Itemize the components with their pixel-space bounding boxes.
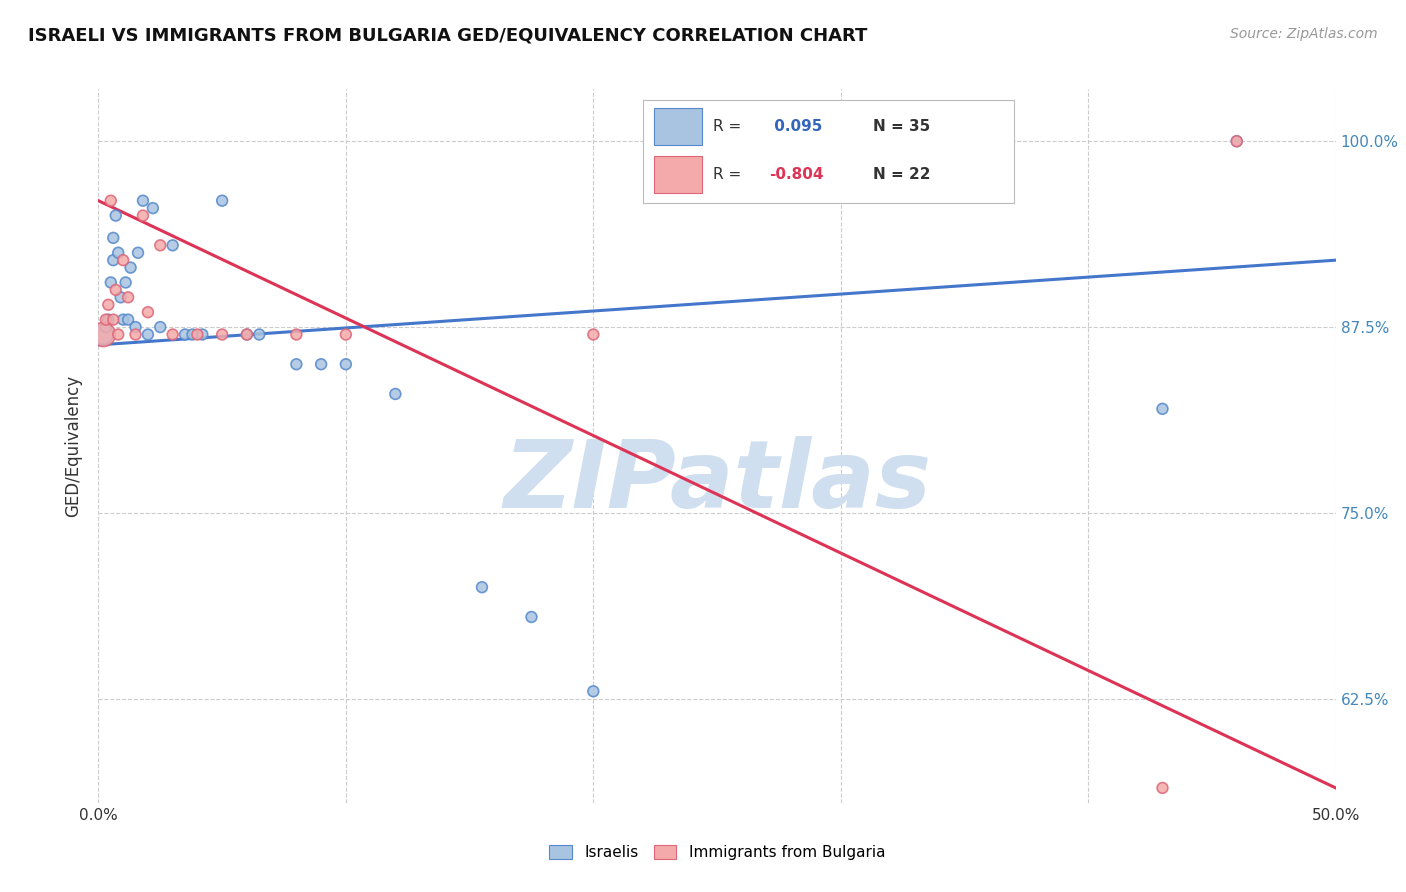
Text: ISRAELI VS IMMIGRANTS FROM BULGARIA GED/EQUIVALENCY CORRELATION CHART: ISRAELI VS IMMIGRANTS FROM BULGARIA GED/…	[28, 27, 868, 45]
Point	[136, 327, 159, 342]
Point	[94, 320, 117, 334]
Point	[211, 327, 233, 342]
Point	[236, 327, 259, 342]
Point	[285, 357, 308, 371]
Point	[471, 580, 494, 594]
Point	[186, 327, 208, 342]
Point	[93, 327, 115, 342]
Point	[236, 327, 259, 342]
Point	[103, 312, 125, 326]
Point	[181, 327, 204, 342]
Point	[120, 260, 142, 275]
Point	[309, 357, 332, 371]
Point	[132, 194, 155, 208]
Y-axis label: GED/Equivalency: GED/Equivalency	[65, 375, 83, 517]
Point	[142, 201, 165, 215]
Point	[335, 357, 357, 371]
Point	[107, 245, 129, 260]
Point	[582, 684, 605, 698]
Point	[191, 327, 214, 342]
Text: ZIPatlas: ZIPatlas	[503, 435, 931, 528]
Point	[520, 610, 543, 624]
Point	[127, 245, 149, 260]
Point	[247, 327, 270, 342]
Point	[97, 298, 120, 312]
Point	[1152, 780, 1174, 795]
Point	[112, 312, 135, 326]
Point	[112, 253, 135, 268]
Point	[174, 327, 197, 342]
Point	[103, 253, 125, 268]
Point	[117, 312, 139, 326]
Point	[110, 290, 132, 304]
Point	[97, 312, 120, 326]
Point	[335, 327, 357, 342]
Point	[132, 209, 155, 223]
Point	[149, 320, 172, 334]
Legend: Israelis, Immigrants from Bulgaria: Israelis, Immigrants from Bulgaria	[543, 839, 891, 866]
Point	[1152, 401, 1174, 416]
Point	[162, 238, 184, 252]
Point	[104, 283, 127, 297]
Point	[285, 327, 308, 342]
Point	[162, 327, 184, 342]
Point	[114, 276, 136, 290]
Text: Source: ZipAtlas.com: Source: ZipAtlas.com	[1230, 27, 1378, 41]
Point	[100, 276, 122, 290]
Point	[384, 387, 406, 401]
Point	[93, 327, 115, 342]
Point	[124, 320, 146, 334]
Point	[103, 231, 125, 245]
Point	[211, 194, 233, 208]
Point	[100, 194, 122, 208]
Point	[117, 290, 139, 304]
Point	[149, 238, 172, 252]
Point	[136, 305, 159, 319]
Point	[1226, 134, 1249, 148]
Point	[124, 327, 146, 342]
Point	[107, 327, 129, 342]
Point	[94, 312, 117, 326]
Point	[582, 327, 605, 342]
Point	[104, 209, 127, 223]
Point	[1226, 134, 1249, 148]
